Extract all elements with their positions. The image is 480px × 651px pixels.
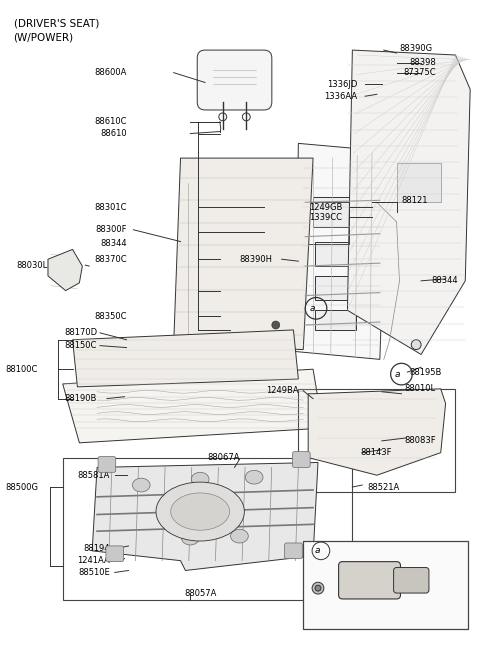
Bar [315, 311, 356, 330]
Text: 88190B: 88190B [65, 394, 97, 403]
Text: 88150C: 88150C [65, 341, 97, 350]
Text: 88300F: 88300F [95, 225, 127, 234]
Text: 88390G: 88390G [400, 44, 433, 53]
Text: 88600A: 88600A [94, 68, 127, 77]
Text: 88610: 88610 [100, 129, 127, 138]
Bar [303, 541, 468, 630]
Text: (W/POWER): (W/POWER) [13, 33, 74, 42]
Circle shape [312, 582, 324, 594]
Bar [313, 197, 357, 227]
Polygon shape [295, 143, 387, 359]
FancyBboxPatch shape [338, 562, 400, 599]
Ellipse shape [230, 529, 248, 543]
Bar [315, 276, 356, 301]
Bar [321, 426, 338, 441]
Bar [313, 419, 367, 448]
Text: 88500G: 88500G [5, 482, 38, 492]
Text: 88010L: 88010L [405, 384, 436, 393]
Bar [63, 458, 352, 600]
Text: 88121: 88121 [401, 196, 428, 205]
Text: 88170D: 88170D [64, 328, 97, 337]
Text: 88581A: 88581A [77, 471, 110, 480]
Circle shape [272, 321, 280, 329]
Text: a: a [314, 546, 320, 555]
Text: 88301C: 88301C [94, 202, 127, 212]
Text: 88610C: 88610C [94, 117, 127, 126]
Ellipse shape [171, 493, 229, 530]
Text: 1241AA: 1241AA [77, 556, 110, 565]
Text: 88194: 88194 [84, 544, 110, 553]
Bar [396, 163, 441, 202]
FancyBboxPatch shape [98, 456, 116, 472]
Polygon shape [92, 462, 318, 570]
Text: 1339CC: 1339CC [310, 212, 343, 221]
Text: 88195B: 88195B [409, 368, 442, 377]
FancyBboxPatch shape [292, 452, 310, 467]
Polygon shape [174, 158, 313, 350]
Text: 1249BA: 1249BA [266, 386, 299, 395]
Polygon shape [63, 369, 323, 443]
Text: 88370C: 88370C [94, 255, 127, 264]
Circle shape [411, 340, 421, 350]
Bar [237, 202, 349, 243]
Text: 88030L: 88030L [17, 260, 48, 270]
Text: 1249GB: 1249GB [309, 202, 343, 212]
Text: (DRIVER'S SEAT): (DRIVER'S SEAT) [13, 19, 99, 29]
Text: 88398: 88398 [409, 59, 436, 67]
Text: 88083F: 88083F [404, 436, 436, 445]
FancyBboxPatch shape [394, 568, 429, 593]
Text: 1336AA: 1336AA [324, 92, 357, 101]
Text: 88143F: 88143F [360, 448, 392, 457]
Text: a: a [309, 304, 315, 313]
FancyBboxPatch shape [285, 543, 302, 559]
FancyBboxPatch shape [197, 50, 272, 110]
Text: 88100C: 88100C [6, 365, 38, 374]
Ellipse shape [181, 531, 199, 545]
Text: 88510E: 88510E [78, 568, 110, 577]
Text: 1249GB: 1249GB [392, 584, 425, 592]
Ellipse shape [132, 478, 150, 492]
Text: 88344: 88344 [100, 239, 127, 248]
Text: a: a [395, 370, 400, 379]
Ellipse shape [156, 482, 244, 541]
Circle shape [412, 439, 420, 447]
Circle shape [219, 236, 230, 247]
Text: 88516C: 88516C [392, 571, 424, 580]
Polygon shape [308, 389, 445, 475]
Text: 87375C: 87375C [403, 68, 436, 77]
Bar [299, 389, 456, 492]
Polygon shape [348, 50, 470, 354]
Text: 88057A: 88057A [184, 589, 216, 598]
Text: 88344: 88344 [431, 276, 457, 285]
Text: 88067A: 88067A [207, 453, 240, 462]
Ellipse shape [245, 470, 263, 484]
Text: 88390H: 88390H [240, 255, 273, 264]
Bar [315, 242, 356, 266]
Text: 88350C: 88350C [94, 312, 127, 321]
Text: 1336JD: 1336JD [327, 80, 357, 89]
Circle shape [315, 585, 321, 591]
Ellipse shape [192, 472, 209, 486]
Polygon shape [48, 249, 83, 290]
FancyBboxPatch shape [106, 546, 123, 562]
Polygon shape [72, 330, 299, 387]
Text: 88521A: 88521A [367, 482, 399, 492]
